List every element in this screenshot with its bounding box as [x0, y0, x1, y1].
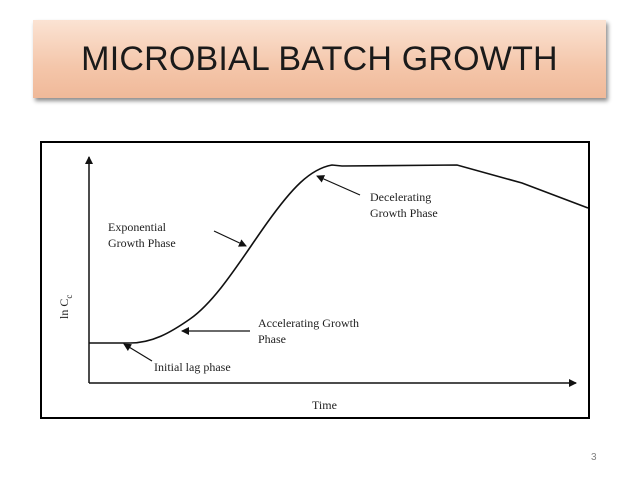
growth-diagram-frame: Exponential Growth Phase Decelerating Gr… — [40, 141, 590, 419]
growth-curve — [89, 164, 588, 344]
lag-label: Initial lag phase — [154, 360, 231, 374]
y-axis-label: ln Cc — [57, 295, 74, 319]
decelerating-label-line1: Decelerating — [370, 190, 431, 204]
y-axis-label-main: ln C — [57, 299, 71, 319]
exponential-pointer-arrow — [213, 230, 247, 247]
exponential-label-line1: Exponential — [108, 220, 167, 234]
decelerating-label-line2: Growth Phase — [370, 206, 438, 220]
y-axis-label-subscript: c — [64, 295, 74, 299]
growth-diagram: Exponential Growth Phase Decelerating Gr… — [57, 156, 588, 412]
slide-title: MICROBIAL BATCH GROWTH — [81, 39, 558, 78]
accelerating-label-line1: Accelerating Growth — [258, 316, 359, 330]
exponential-label-line2: Growth Phase — [108, 236, 176, 250]
x-axis-label: Time — [312, 398, 337, 412]
slide-number: 3 — [591, 452, 597, 463]
accelerating-label-line2: Phase — [258, 332, 286, 346]
title-banner: MICROBIAL BATCH GROWTH — [33, 20, 606, 98]
decelerating-pointer-arrow — [316, 175, 361, 196]
lag-pointer-arrow — [123, 343, 153, 362]
